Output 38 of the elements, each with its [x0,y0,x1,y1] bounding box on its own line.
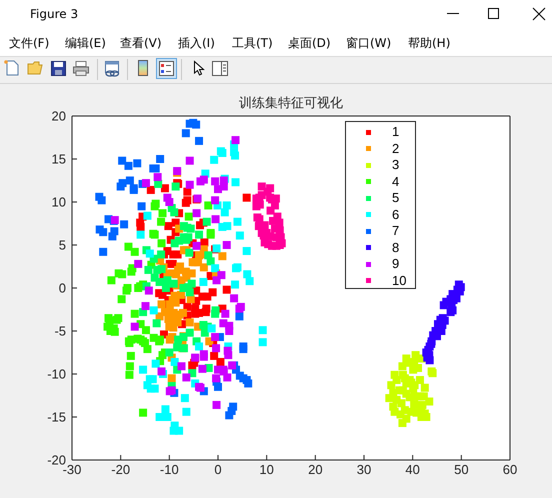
text: 文件(F) [9,35,50,51]
text: 编辑(E) [65,35,106,51]
legend-label: 3 [392,157,400,174]
legend-label: 6 [392,206,400,223]
text: 查看(V) [120,35,162,51]
y-tick-label: -5 [54,324,66,339]
x-tick-label: 40 [405,462,420,478]
x-tick-label: -20 [111,462,130,478]
y-tick-label: 10 [52,194,66,210]
legend-label: 5 [392,190,400,206]
y-tick-label: -20 [47,452,66,468]
x-tick-label: 20 [308,462,323,478]
chart-title: 训练集特征可视化 [238,96,344,112]
y-tick-label: 0 [58,280,66,296]
y-tick-label: 20 [52,108,66,124]
x-tick-label: 0 [214,462,222,478]
text: 工具(T) [232,35,273,51]
x-tick-label: 60 [502,462,518,478]
y-tick-label: -15 [47,410,66,425]
x-tick-label: -10 [160,462,179,478]
y-tick-label: 5 [58,238,66,253]
legend-label: 9 [392,256,400,272]
text: 帮助(H) [408,35,450,51]
x-tick-label: 30 [356,462,372,478]
caption: Figure 3 [30,6,78,22]
legend-label: 8 [392,240,400,256]
legend-label: 2 [392,140,400,157]
legend-label: 10 [392,272,406,289]
legend-label: 1 [392,124,400,140]
legend-label: 7 [392,223,400,240]
text: 桌面(D) [288,35,331,51]
text: 插入(I) [178,35,215,51]
text: 窗口(W) [346,35,392,51]
x-tick-label: 10 [259,462,274,478]
y-tick-label: -10 [47,366,66,382]
legend-label: 4 [392,174,400,190]
y-tick-label: 15 [52,152,66,167]
x-tick-label: 50 [454,462,469,478]
